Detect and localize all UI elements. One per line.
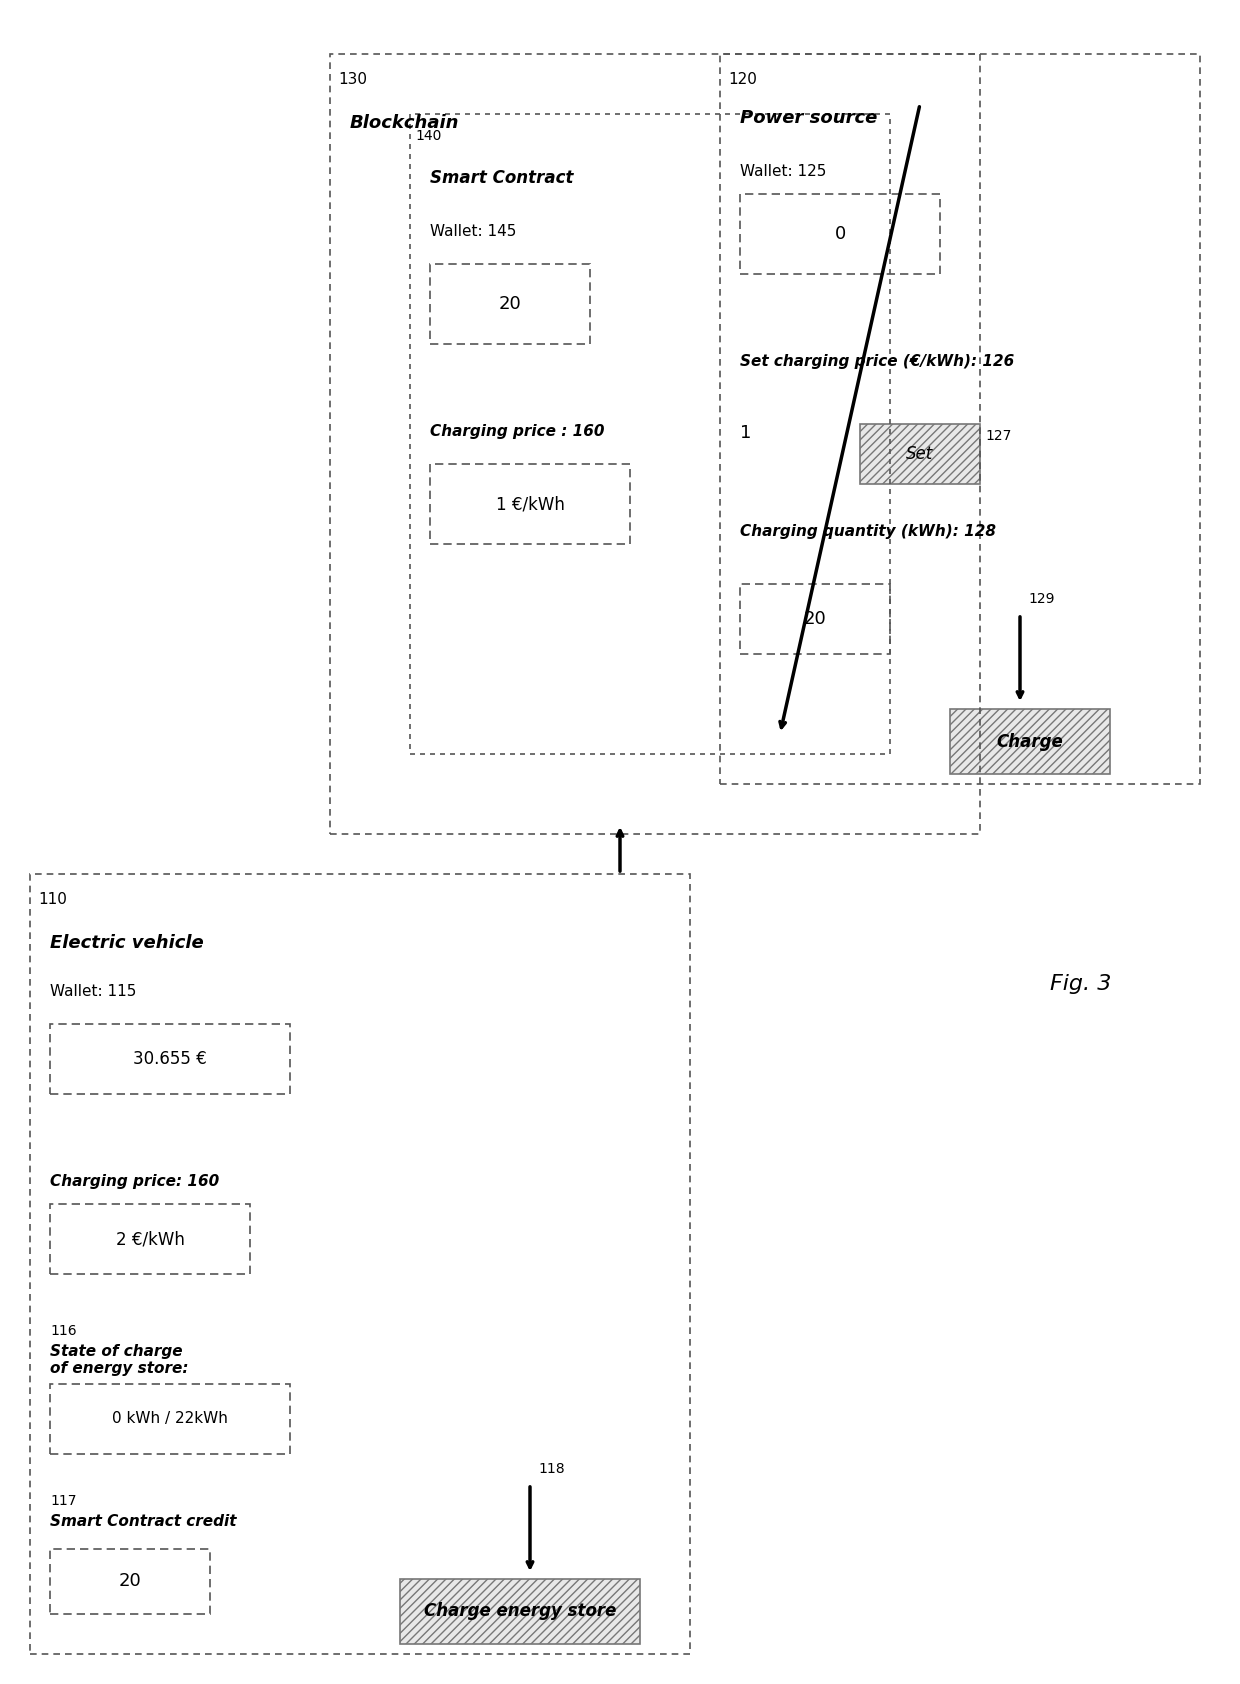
Text: State of charge
of energy store:: State of charge of energy store: — [50, 1344, 188, 1376]
FancyBboxPatch shape — [861, 424, 980, 483]
Text: 0 kWh / 22kWh: 0 kWh / 22kWh — [112, 1411, 228, 1426]
Text: 140: 140 — [415, 130, 441, 143]
Text: 129: 129 — [1028, 593, 1054, 606]
Text: Set charging price (€/kWh): 126: Set charging price (€/kWh): 126 — [740, 354, 1014, 369]
Text: 116: 116 — [50, 1324, 77, 1339]
Text: 120: 120 — [728, 72, 756, 88]
Text: Wallet: 115: Wallet: 115 — [50, 983, 136, 999]
FancyBboxPatch shape — [950, 709, 1110, 775]
Text: 110: 110 — [38, 893, 67, 908]
Text: Smart Contract credit: Smart Contract credit — [50, 1514, 237, 1529]
Text: Charging quantity (kWh): 128: Charging quantity (kWh): 128 — [740, 524, 996, 539]
Text: Wallet: 145: Wallet: 145 — [430, 224, 516, 239]
Text: 1 €/kWh: 1 €/kWh — [496, 495, 564, 514]
Text: 127: 127 — [985, 429, 1012, 443]
Text: 30.655 €: 30.655 € — [133, 1051, 207, 1068]
Text: Smart Contract: Smart Contract — [430, 168, 573, 187]
Text: Electric vehicle: Electric vehicle — [50, 935, 203, 951]
Text: 20: 20 — [804, 610, 826, 628]
Text: 20: 20 — [498, 295, 521, 313]
Text: 117: 117 — [50, 1494, 77, 1507]
Text: Charging price : 160: Charging price : 160 — [430, 424, 605, 440]
Text: Set: Set — [906, 445, 934, 463]
Text: 118: 118 — [538, 1462, 564, 1475]
Text: 130: 130 — [339, 72, 367, 88]
Text: Charging price: 160: Charging price: 160 — [50, 1174, 219, 1189]
Text: 1: 1 — [740, 424, 751, 441]
Text: Wallet: 125: Wallet: 125 — [740, 163, 826, 179]
Text: Charge: Charge — [997, 733, 1064, 751]
Text: Charge energy store: Charge energy store — [424, 1603, 616, 1620]
Text: Blockchain: Blockchain — [350, 115, 460, 131]
Text: 0: 0 — [835, 226, 846, 242]
FancyBboxPatch shape — [401, 1580, 640, 1644]
Text: Power source: Power source — [740, 109, 878, 126]
Text: Fig. 3: Fig. 3 — [1050, 973, 1111, 994]
Text: 20: 20 — [119, 1573, 141, 1590]
Text: 2 €/kWh: 2 €/kWh — [115, 1229, 185, 1248]
